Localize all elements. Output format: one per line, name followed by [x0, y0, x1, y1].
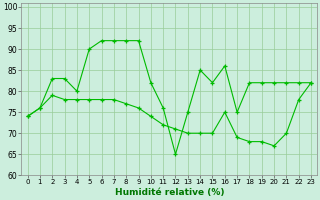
X-axis label: Humidité relative (%): Humidité relative (%) [115, 188, 224, 197]
